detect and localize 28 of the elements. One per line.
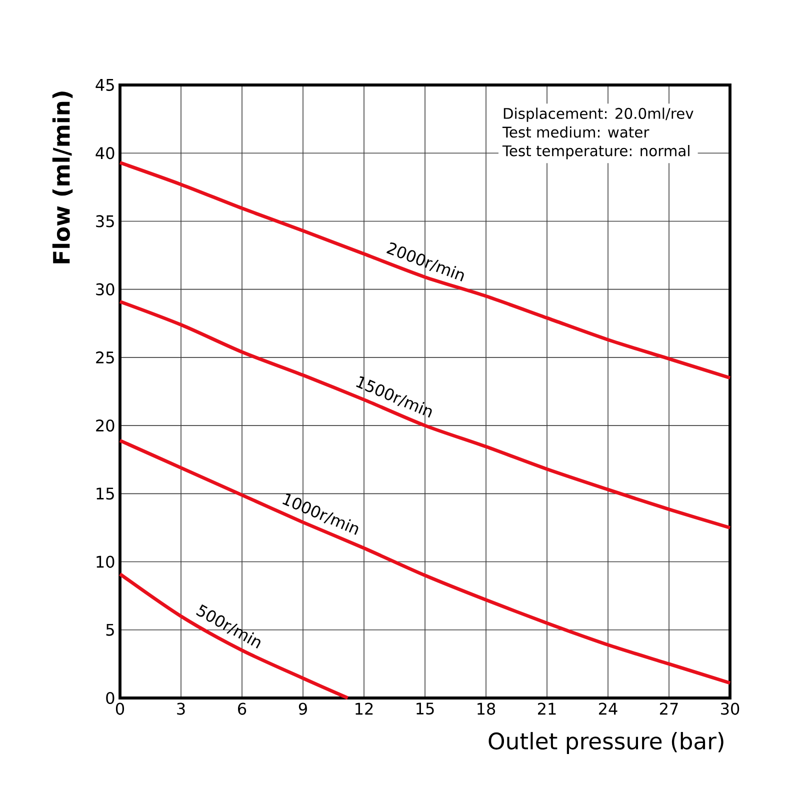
y-tick-label: 0 [106,692,114,704]
y-tick-label: 40 [96,147,114,160]
x-tick-label: 21 [538,702,556,715]
y-tick-label: 45 [96,79,114,91]
x-tick-label: 15 [416,702,434,715]
annotation: Test temperature: normal [502,144,690,160]
y-tick-label: 25 [96,351,114,364]
y-tick-label: 15 [96,488,114,500]
x-tick-label: 12 [356,702,373,715]
annotation: Displacement: 20.0ml/rev [504,108,694,122]
y-tick-label: 30 [96,283,114,296]
x-tick-label: 30 [721,702,740,715]
y-tick-label: 35 [96,215,114,228]
line-series [118,572,350,700]
x-tick-label: 24 [598,702,618,715]
y-axis-title: Flow (ml/min) [52,92,73,264]
x-tick-label: 3 [177,702,185,715]
annotation: Test medium: water [502,126,650,138]
x-tick-label: 18 [478,702,496,715]
x-tick-label: 0 [116,702,124,715]
line-series [118,438,732,685]
y-tick-label: 20 [96,420,114,432]
y-tick-label: 10 [96,556,114,568]
y-tick-label: 5 [106,624,114,636]
x-tick-label: 6 [238,702,246,715]
x-axis-title: Outlet pressure (bar) [488,732,724,754]
x-tick-label: 27 [660,702,678,715]
x-tick-label: 9 [298,702,307,715]
